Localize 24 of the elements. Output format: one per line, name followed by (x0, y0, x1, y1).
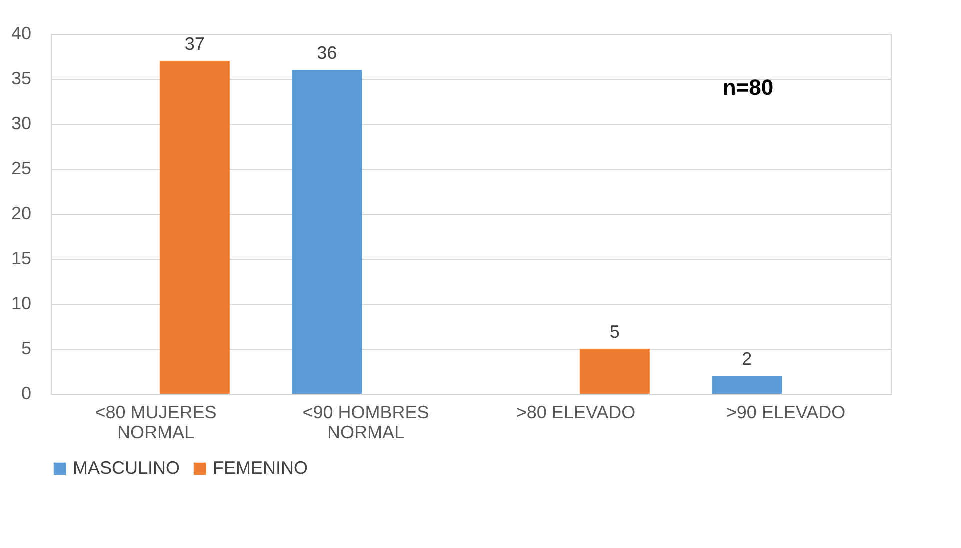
x-tick-label: >90 ELEVADO (726, 402, 846, 422)
y-tick-label: 25 (11, 158, 32, 178)
y-tick-label: 15 (11, 248, 32, 268)
x-tick-label: <90 HOMBRES NORMAL (302, 402, 430, 442)
data-label: 37 (184, 34, 205, 54)
bar (160, 61, 230, 394)
y-tick-label: 20 (11, 204, 32, 224)
data-label: 5 (610, 322, 620, 342)
x-tick-label: <80 MUJERES NORMAL (95, 402, 217, 442)
data-label: 2 (742, 349, 752, 369)
bar (712, 376, 782, 394)
y-tick-label: 5 (21, 338, 32, 358)
bar (580, 349, 650, 394)
legend-label: FEMENINO (213, 458, 308, 478)
y-tick-label: 0 (21, 384, 32, 404)
y-tick-label: 30 (11, 114, 32, 134)
y-tick-label: 10 (11, 294, 32, 314)
bar (292, 70, 362, 394)
y-tick-label: 35 (11, 68, 32, 88)
data-label: 36 (317, 43, 338, 63)
x-tick-label: >80 ELEVADO (516, 402, 636, 422)
legend-label: MASCULINO (73, 458, 180, 478)
annotation: n=80 (722, 75, 774, 100)
y-tick-label: 40 (11, 24, 32, 44)
